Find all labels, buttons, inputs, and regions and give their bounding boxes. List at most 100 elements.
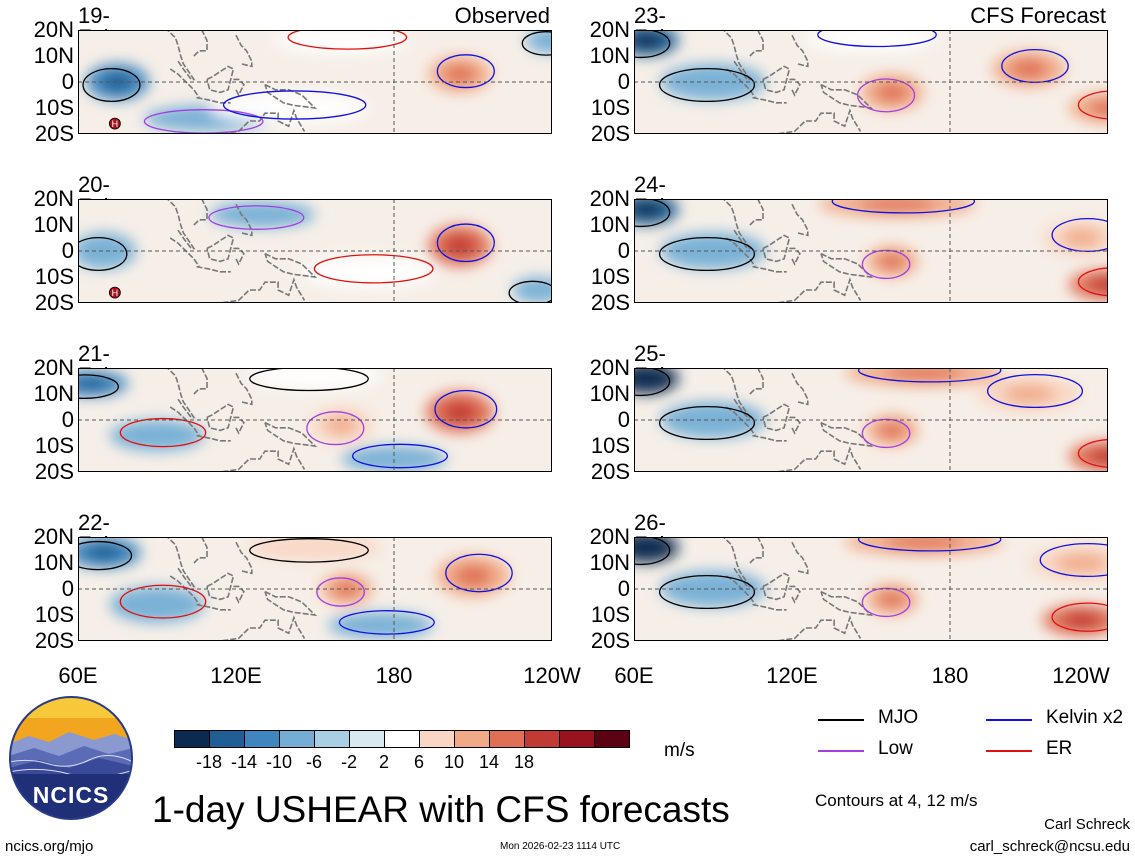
coastline — [193, 30, 208, 57]
coastline — [169, 237, 200, 268]
contour-line — [351, 443, 449, 469]
coastline — [166, 368, 196, 419]
y-tick-label: 0 — [61, 407, 74, 432]
legend-label-er: ER — [1046, 738, 1073, 759]
colorbar-label: 18 — [513, 752, 535, 772]
coastline — [820, 83, 874, 110]
contour-line — [436, 223, 495, 263]
y-tick-label: 20N — [589, 524, 630, 549]
contour-line — [658, 67, 756, 103]
cyclone-marker — [108, 117, 121, 130]
coastline — [169, 575, 200, 606]
coastline — [725, 237, 756, 268]
coastline — [752, 96, 787, 104]
contour-line — [658, 574, 756, 610]
shear-core — [876, 83, 908, 102]
contour-line — [249, 368, 369, 392]
shear-core — [878, 591, 906, 608]
coastline — [722, 30, 752, 81]
heatmap-svg — [634, 30, 1108, 134]
x-tick-label: 180 — [931, 663, 969, 688]
column-header: CFS Forecast — [970, 3, 1106, 28]
coastline — [235, 541, 253, 575]
coastline — [820, 421, 874, 448]
coastline — [752, 434, 787, 442]
ncics-logo: NCICS — [9, 696, 133, 820]
y-tick-label: 10N — [33, 43, 74, 68]
contour-line — [78, 374, 119, 399]
x-tick-label: 60E — [58, 663, 98, 688]
contour-line — [119, 417, 207, 448]
contour-line — [436, 54, 495, 89]
coastline — [722, 199, 752, 250]
coastline — [233, 78, 245, 97]
y-tick-label: 20N — [33, 186, 74, 211]
coastline — [725, 68, 756, 99]
coastline — [749, 368, 764, 395]
y-tick-label: 0 — [61, 238, 74, 263]
coastline — [775, 446, 862, 472]
y-tick-label: 10N — [589, 212, 630, 237]
coastline — [206, 234, 235, 263]
x-tick-label: 180 — [375, 663, 413, 688]
contour-line — [78, 236, 128, 272]
shear-core — [101, 72, 134, 92]
coastline — [219, 277, 306, 303]
colorbar-label: -18 — [195, 752, 222, 772]
website-link[interactable]: ncics.org/mjo — [5, 838, 94, 855]
coastline — [789, 585, 801, 604]
contour-line — [658, 405, 756, 441]
cyclone-marker-label: H — [112, 288, 119, 298]
contour-line — [861, 587, 911, 618]
colorbar-label: -14 — [230, 752, 257, 772]
coastline — [775, 277, 862, 303]
email[interactable]: carl_schreck@ncsu.edu — [969, 838, 1130, 855]
y-tick-label: 0 — [617, 69, 630, 94]
shear-core — [1002, 384, 1056, 404]
coastline — [196, 96, 231, 104]
timestamp: Mon 2026-02-23 1114 UTC — [500, 841, 621, 852]
colorbar-cell — [489, 730, 525, 748]
contour-line — [316, 577, 365, 607]
coastline — [206, 572, 235, 601]
x-tick-label: 60E — [614, 663, 654, 688]
contour-line — [521, 31, 552, 56]
y-tick-label: 20N — [33, 524, 74, 549]
shear-core — [857, 199, 937, 211]
contour-line — [658, 236, 756, 272]
contour-line — [119, 584, 207, 619]
coastline — [749, 537, 764, 564]
legend-line-mjo — [818, 719, 864, 721]
shear-core — [878, 253, 906, 270]
contour-line — [313, 254, 434, 284]
coastline — [752, 603, 787, 611]
colorbar-cell — [384, 730, 420, 748]
coastline — [193, 537, 208, 564]
heatmap-plot — [634, 30, 1108, 134]
contour-line — [222, 90, 367, 120]
coastline — [235, 372, 253, 406]
heatmap-svg — [78, 368, 552, 472]
colorbar-cell — [454, 730, 490, 748]
shear-region — [249, 537, 381, 561]
y-tick-label: 20S — [34, 290, 74, 315]
y-tick-label: 10N — [33, 381, 74, 406]
y-tick-label: 20N — [589, 355, 630, 380]
contour-line — [634, 30, 671, 59]
coastline — [166, 30, 196, 81]
contour-line — [861, 418, 911, 449]
colorbar-label: 14 — [478, 752, 500, 772]
colorbar-cell — [524, 730, 560, 748]
colorbar-label: 6 — [413, 752, 424, 772]
y-tick-label: 10N — [589, 550, 630, 575]
coastline — [264, 421, 318, 448]
contour-line — [857, 537, 1002, 552]
y-tick-label: 20S — [590, 459, 630, 484]
plot-frame — [634, 537, 1108, 641]
coastline — [820, 252, 874, 279]
shear-core — [878, 422, 906, 439]
legend-label-mjo: MJO — [878, 707, 919, 728]
shear-region — [512, 277, 552, 303]
contour-line — [1077, 438, 1108, 468]
contour-line — [634, 368, 671, 397]
